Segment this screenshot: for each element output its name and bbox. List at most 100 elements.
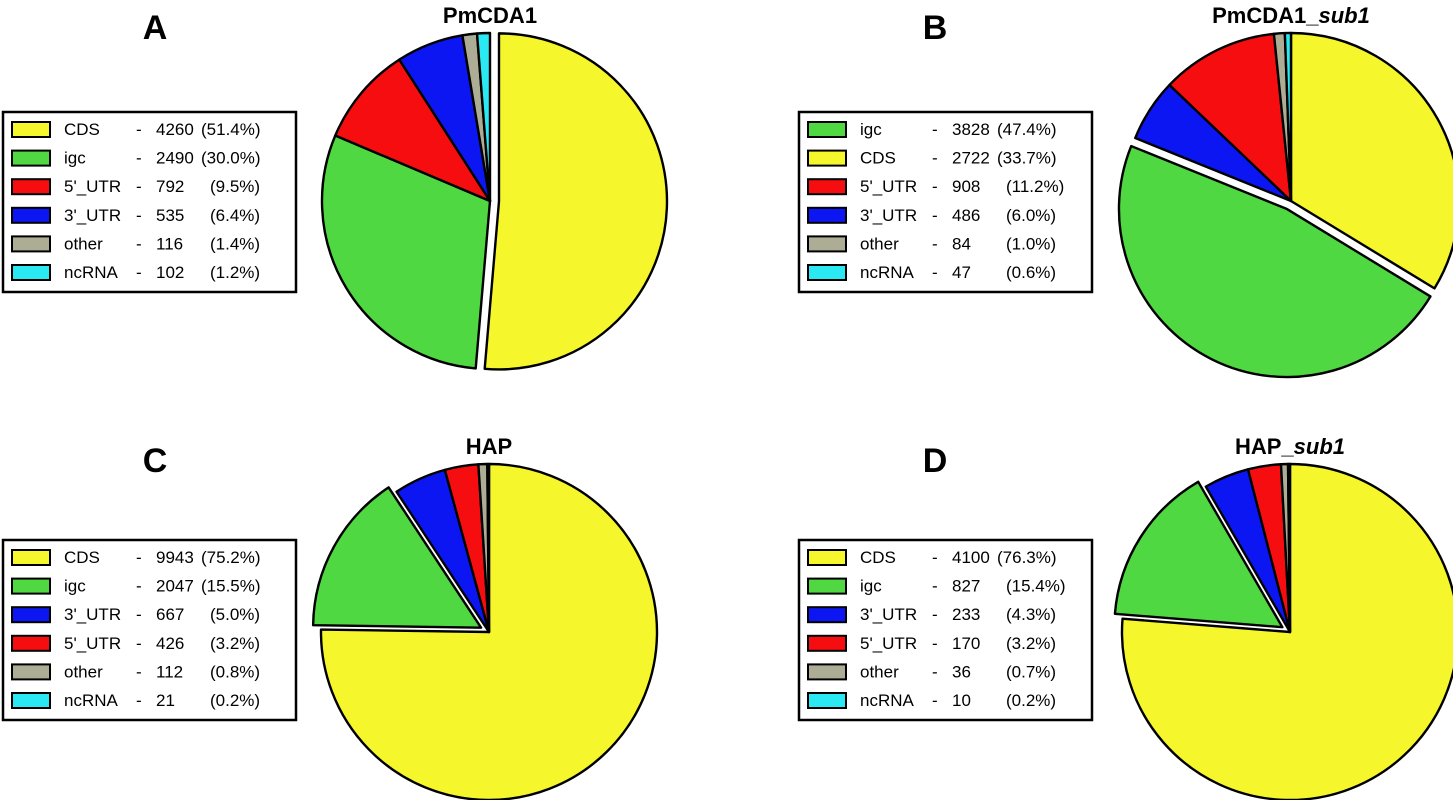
legend-count-5-utr: 792: [156, 177, 184, 196]
legend-count-5-utr: 170: [952, 634, 980, 653]
legend-count-igc: 2047: [156, 577, 194, 596]
legend: CDS -9943 (75.2%)igc -2047 (15.5%)3'_UTR -667…: [1, 538, 298, 722]
legend-dash: -: [932, 577, 938, 596]
legend-count-other: 112: [156, 662, 183, 681]
legend-dash: -: [932, 177, 938, 196]
legend-label-other: other: [64, 662, 103, 681]
legend-percent-cds: (76.3%): [997, 548, 1057, 567]
pie-slice-ncrna: [486, 462, 491, 634]
pie-slice-igc: [1117, 144, 1432, 379]
legend-percent-cds: (51.4%): [201, 120, 261, 139]
legend-swatch-cds: [807, 149, 847, 167]
pie-slice-cds: [1120, 462, 1453, 800]
legend-dash: -: [136, 149, 142, 168]
legend-percent-5-utr: (11.2%): [1006, 177, 1064, 196]
legend-percent-ncrna: (0.6%): [1006, 263, 1056, 282]
legend-label-5-utr: 5'_UTR: [64, 177, 121, 196]
chart-title: HAP_sub1: [1235, 434, 1345, 459]
chart-title: PmCDA1: [443, 3, 537, 28]
legend-dash: -: [932, 234, 938, 253]
legend-label-5-utr: 5'_UTR: [860, 634, 917, 653]
legend-swatch-5-utr: [11, 178, 51, 196]
chart-title-main: HAP_: [1235, 434, 1294, 459]
legend-percent-5-utr: (9.5%): [210, 177, 260, 196]
legend-count-igc: 3828: [952, 120, 990, 139]
legend-percent-5-utr: (3.2%): [1006, 634, 1056, 653]
legend-percent-igc: (15.5%): [201, 577, 261, 596]
legend-dash: -: [932, 691, 938, 710]
legend-dash: -: [932, 548, 938, 567]
legend-swatch-ncrna: [807, 264, 847, 281]
legend-count-5-utr: 908: [952, 177, 980, 196]
legend-dash: -: [136, 548, 142, 567]
legend-box: [797, 538, 1094, 722]
legend-count-other: 116: [156, 234, 183, 253]
legend-swatch-cds: [807, 549, 847, 566]
legend-count-cds: 4260: [156, 120, 194, 139]
legend-percent-cds: (75.2%): [201, 548, 261, 567]
chart-title-italic: sub1: [1294, 434, 1345, 459]
legend-label-other: other: [64, 234, 103, 253]
chart-title: HAP: [466, 434, 512, 459]
legend-label-3-utr: 3'_UTR: [860, 605, 917, 624]
legend-count-3-utr: 486: [952, 206, 980, 225]
legend-dash: -: [136, 577, 142, 596]
panel-letter: B: [923, 9, 948, 47]
legend-dash: -: [932, 149, 938, 168]
legend-dash: -: [932, 662, 938, 681]
legend-swatch-3-utr: [807, 206, 847, 224]
legend-percent-igc: (30.0%): [201, 149, 261, 168]
legend-count-cds: 2722: [952, 149, 990, 168]
legend-dash: -: [932, 120, 938, 139]
legend-percent-ncrna: (0.2%): [210, 691, 260, 710]
panel-letter: A: [143, 9, 168, 47]
pie-slice-igc: [311, 486, 483, 629]
legend-label-other: other: [860, 234, 899, 253]
legend-label-cds: CDS: [64, 120, 100, 139]
legend-swatch-ncrna: [11, 264, 51, 281]
legend-label-igc: igc: [860, 577, 882, 596]
legend-percent-igc: (47.4%): [997, 120, 1057, 139]
legend: CDS -4100 (76.3%)igc -827 (15.4%)3'_UTR -233(…: [797, 538, 1094, 722]
legend-swatch-ncrna: [11, 692, 51, 709]
legend-box: [1, 538, 298, 722]
legend-dash: -: [136, 662, 142, 681]
legend-swatch-3-utr: [11, 206, 51, 224]
legend-dash: -: [932, 605, 938, 624]
legend-count-ncrna: 10: [952, 691, 971, 710]
legend-count-igc: 827: [952, 577, 980, 596]
legend-label-igc: igc: [64, 577, 86, 596]
legend-label-ncrna: ncRNA: [860, 691, 915, 710]
legend-label-ncrna: ncRNA: [64, 263, 119, 282]
pie-slice-5-utr: [1168, 32, 1293, 203]
legend-swatch-cds: [11, 121, 51, 138]
legend-label-cds: CDS: [64, 548, 100, 567]
legend-percent-cds: (33.7%): [997, 149, 1057, 168]
pie-slice-cds: [319, 462, 659, 800]
legend-label-5-utr: 5'_UTR: [860, 177, 917, 196]
legend-label-cds: CDS: [860, 548, 896, 567]
legend-count-other: 36: [952, 662, 971, 681]
legend-percent-igc: (15.4%): [1006, 577, 1066, 596]
pie-slice-ncrna: [1286, 462, 1292, 634]
legend-swatch-cds: [11, 549, 51, 566]
pie-slice-igc: [320, 134, 492, 370]
legend: CDS -4260 (51.4%)igc -2490 (30.0%)5'_UTR -792…: [1, 110, 298, 294]
legend-label-other: other: [860, 662, 899, 681]
legend-count-cds: 9943: [156, 548, 194, 567]
legend-count-ncrna: 21: [156, 691, 175, 710]
legend-swatch-5-utr: [807, 178, 847, 196]
legend-dash: -: [932, 206, 938, 225]
legend-label-ncrna: ncRNA: [860, 263, 915, 282]
chart-title: PmCDA1_sub1: [1212, 3, 1370, 28]
legend-percent-other: (1.4%): [210, 234, 260, 253]
legend-dash: -: [136, 177, 142, 196]
legend-swatch-3-utr: [11, 606, 51, 624]
legend-dash: -: [136, 263, 142, 282]
legend-box: [1, 110, 298, 294]
pie-slice-cds: [483, 32, 669, 371]
legend-box: [797, 110, 1094, 294]
legend-swatch-igc: [807, 121, 847, 138]
